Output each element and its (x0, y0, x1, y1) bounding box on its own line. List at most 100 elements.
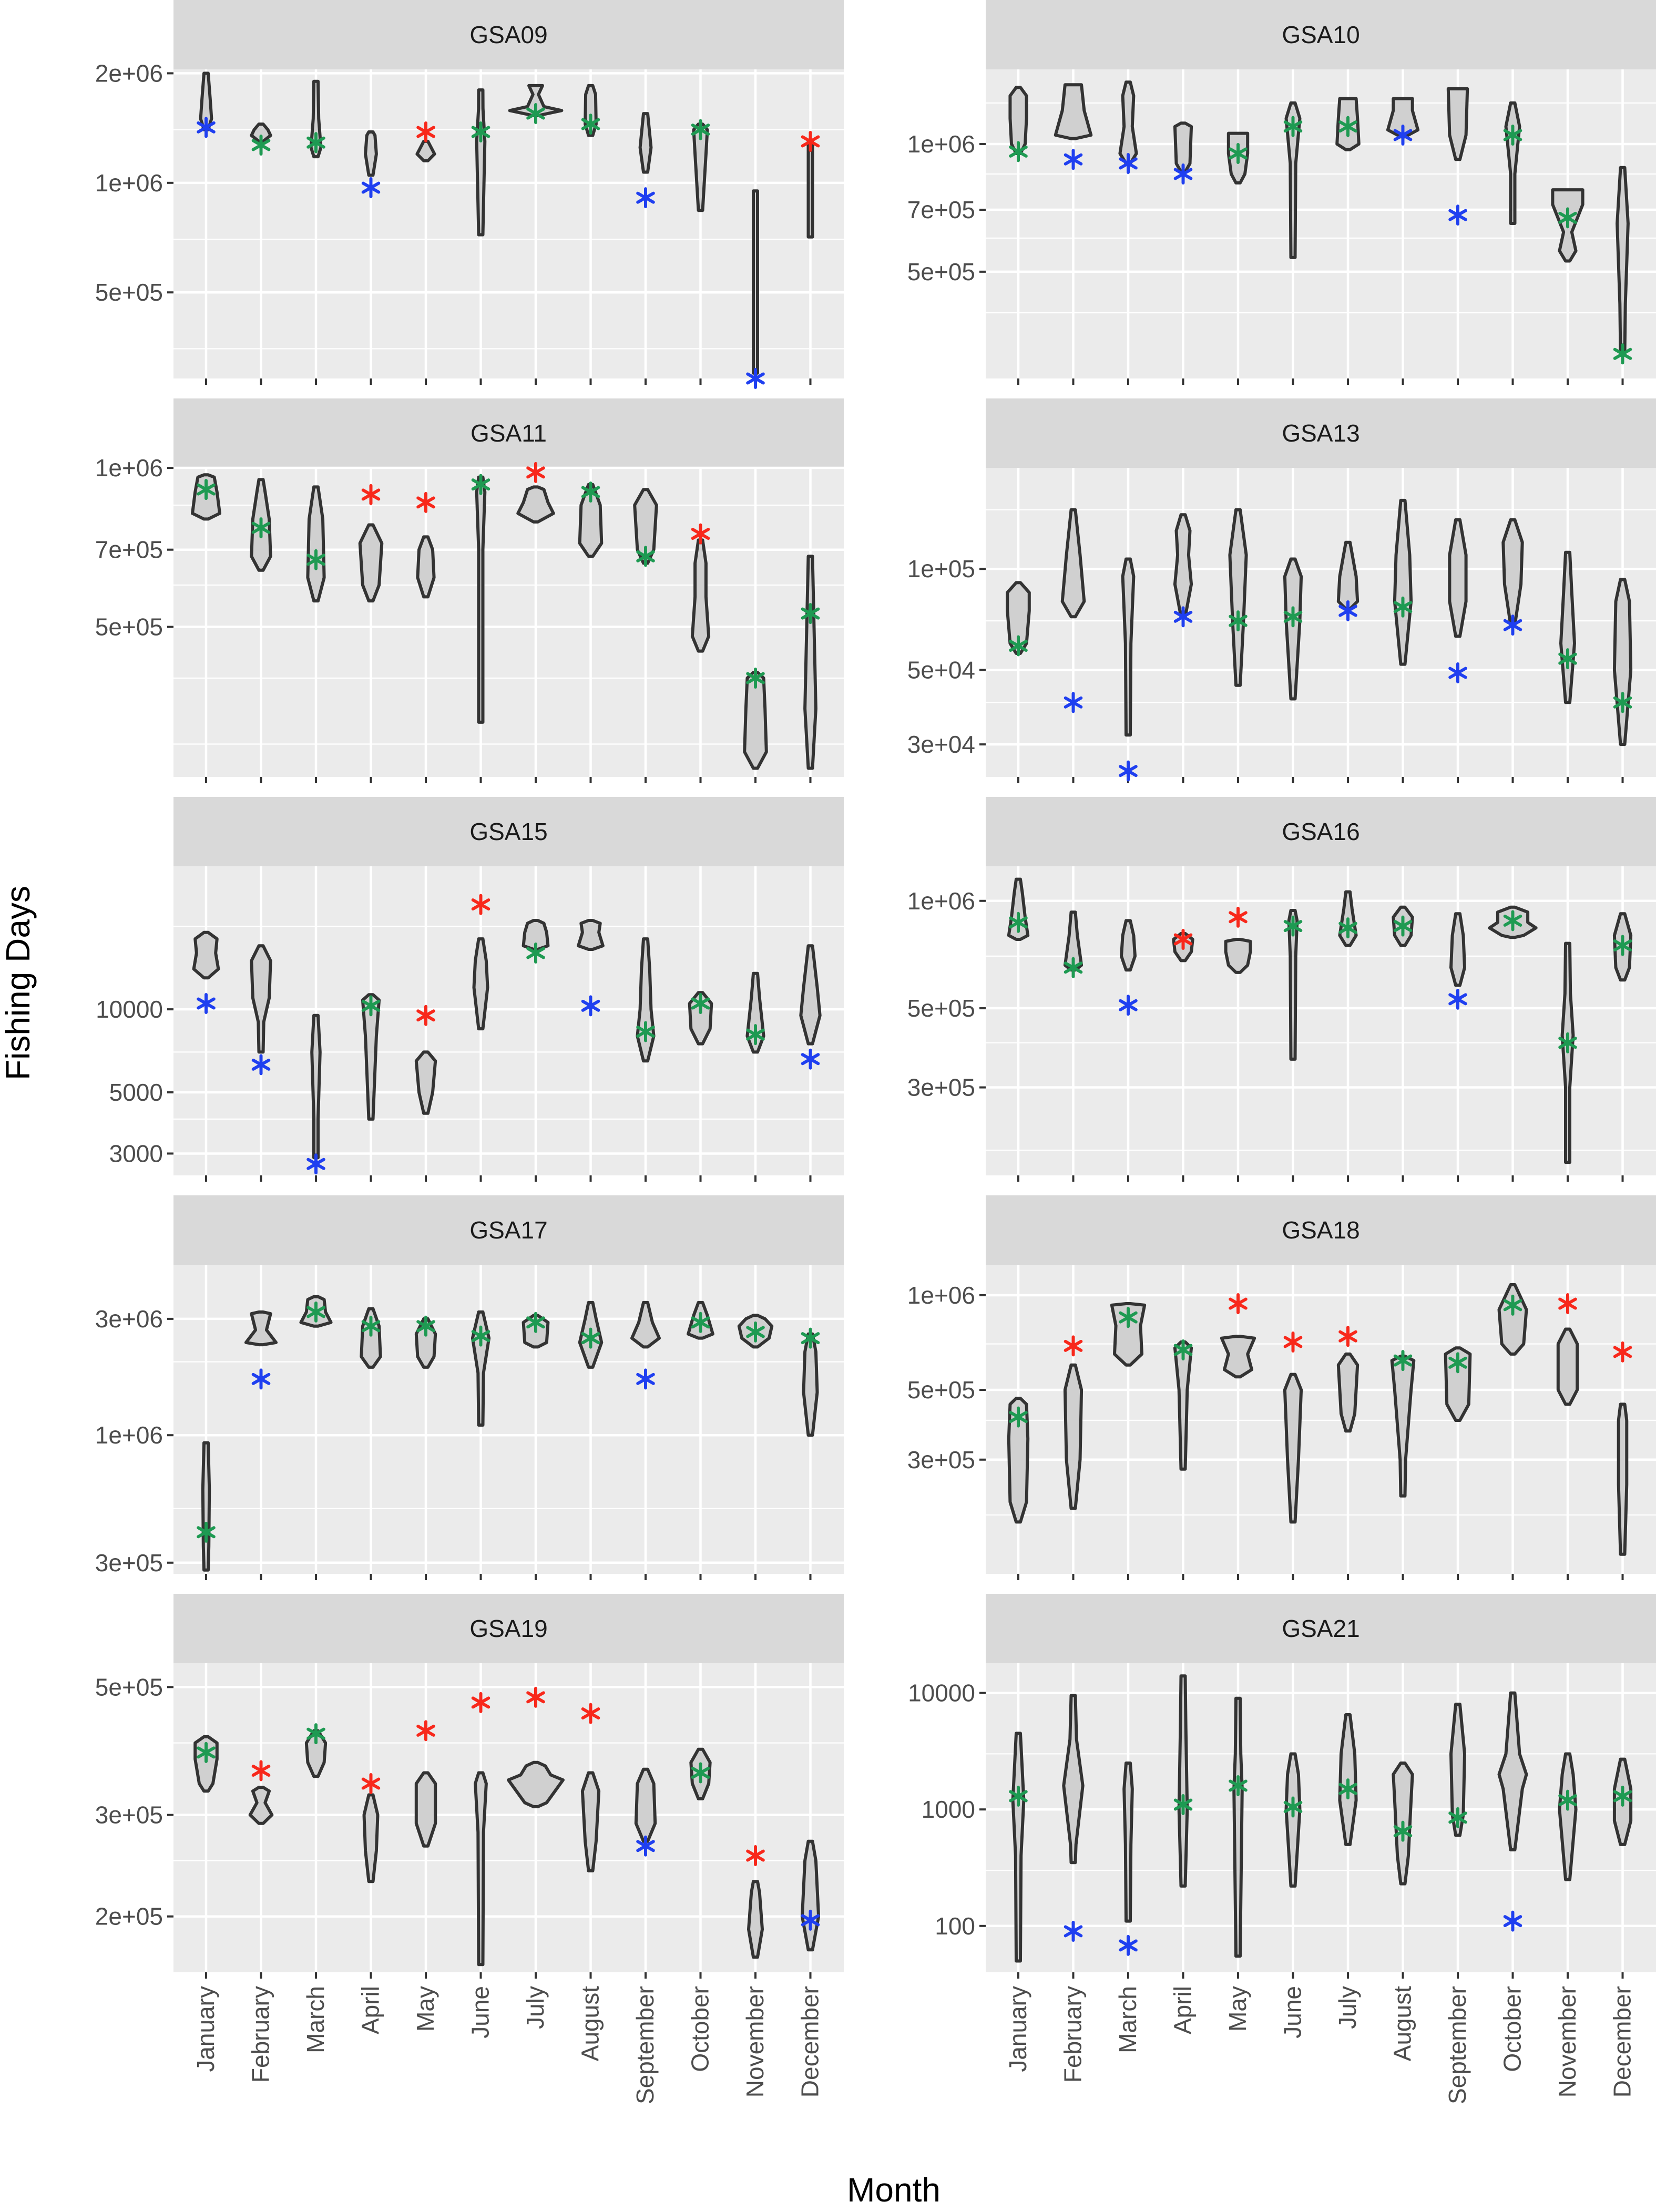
violin-april (362, 1793, 380, 1883)
violin-august (1393, 498, 1413, 666)
violin-february (1063, 1363, 1083, 1510)
marker-green-july (526, 1312, 545, 1333)
violin-april (1177, 1674, 1189, 1888)
marker-green-september (1448, 1352, 1467, 1374)
x-tick-label-december: December (1609, 1986, 1636, 2097)
violin-august (577, 919, 605, 951)
marker-red-may (1229, 1293, 1248, 1315)
violin-september (1449, 1703, 1466, 1837)
marker-green-june (1283, 915, 1303, 937)
violin-june (474, 1771, 488, 1967)
violin-june (1287, 909, 1299, 1061)
panel-gsa09: GSA09 5e+05 1e+06 2e+06 (95, 0, 844, 389)
marker-blue-september (636, 1368, 655, 1390)
marker-green-march (306, 549, 325, 570)
violin-march (1122, 1762, 1134, 1923)
marker-red-july (1338, 1326, 1357, 1347)
marker-green-november (1558, 207, 1577, 229)
panel-gsa18: GSA18 3e+05 5e+05 1e+06 (907, 1195, 1656, 1580)
panel-background (173, 468, 844, 777)
violin-march (1121, 557, 1136, 737)
panel-background (986, 1265, 1656, 1574)
marker-red-july (526, 462, 545, 483)
panel-background (173, 866, 844, 1175)
marker-blue-march (1119, 1934, 1138, 1956)
panel-gsa17: GSA17 3e+05 1e+06 3e+06 (95, 1195, 844, 1580)
marker-green-november (1558, 648, 1577, 670)
marker-green-december (1613, 692, 1632, 713)
y-axis-title: Fishing Days (0, 886, 37, 1080)
violin-june (475, 475, 487, 724)
y-tick-label: 3e+05 (907, 1074, 975, 1101)
marker-red-june (1283, 1331, 1303, 1353)
marker-green-august (1393, 596, 1413, 618)
violin-june (1284, 101, 1302, 259)
violin-september (638, 112, 653, 174)
marker-green-february (1064, 957, 1083, 978)
panel-title: GSA17 (469, 1216, 547, 1244)
marker-red-july (526, 1686, 545, 1708)
y-tick-label: 3e+05 (907, 1446, 975, 1473)
marker-green-august (581, 1327, 600, 1349)
panel-title: GSA13 (1282, 419, 1359, 447)
x-tick-label-april: April (357, 1986, 384, 2034)
panel-title: GSA19 (469, 1615, 547, 1642)
violin-february (1062, 1694, 1085, 1865)
violin-february (244, 1310, 278, 1347)
marker-blue-february (251, 1368, 271, 1390)
y-tick-label: 5e+05 (95, 279, 163, 306)
violin-april (1173, 121, 1193, 173)
y-tick-label: 1e+06 (907, 1282, 975, 1309)
violin-june (1283, 557, 1303, 701)
violin-june (1283, 1373, 1303, 1524)
panel-strip (986, 1594, 1656, 1663)
marker-red-december (801, 130, 820, 152)
marker-green-may (1229, 143, 1248, 165)
violin-june (1284, 1752, 1302, 1888)
marker-green-december (801, 603, 820, 624)
marker-green-november (1558, 1032, 1577, 1053)
panel-title: GSA09 (469, 21, 547, 48)
marker-red-december (1613, 1341, 1632, 1363)
marker-green-august (1393, 915, 1413, 937)
marker-green-june (471, 474, 490, 495)
violin-january (1011, 1732, 1026, 1963)
violin-november (747, 1880, 764, 1959)
violin-november (743, 671, 768, 770)
marker-green-november (746, 667, 765, 689)
marker-green-october (691, 1312, 710, 1333)
marker-blue-november (746, 368, 765, 389)
y-tick-label: 5e+05 (907, 1376, 975, 1404)
violin-july (508, 84, 564, 117)
violin-august (580, 1771, 601, 1872)
violin-may (1232, 1696, 1244, 1958)
panel-background (986, 468, 1656, 777)
violin-august (578, 483, 604, 558)
x-tick-label-january: January (192, 1986, 219, 2072)
marker-blue-february (251, 1054, 271, 1076)
violin-november (1556, 1327, 1579, 1406)
marker-green-december (1613, 1785, 1632, 1807)
marker-green-march (1119, 1307, 1138, 1328)
x-tick-label-august: August (1389, 1986, 1416, 2061)
marker-green-january (1009, 141, 1028, 162)
marker-blue-august (1393, 124, 1413, 146)
x-tick-label-november: November (1553, 1986, 1581, 2097)
panel-title: GSA16 (1282, 818, 1359, 845)
x-tick-label-july: July (522, 1986, 549, 2029)
y-tick-label: 2e+06 (95, 59, 163, 87)
violin-july (1336, 1352, 1359, 1433)
y-tick-label: 5e+05 (907, 995, 975, 1022)
marker-green-march (306, 132, 325, 153)
violin-september (634, 1767, 657, 1843)
x-tick-label-june: June (1279, 1986, 1306, 2039)
violin-december (800, 1839, 821, 1952)
violin-december (1617, 1402, 1629, 1556)
panel-title: GSA18 (1282, 1216, 1359, 1244)
marker-red-april (1173, 928, 1193, 950)
marker-green-january (197, 479, 216, 500)
marker-red-february (251, 1760, 271, 1781)
marker-green-november (746, 1024, 765, 1046)
violin-january (199, 71, 213, 131)
